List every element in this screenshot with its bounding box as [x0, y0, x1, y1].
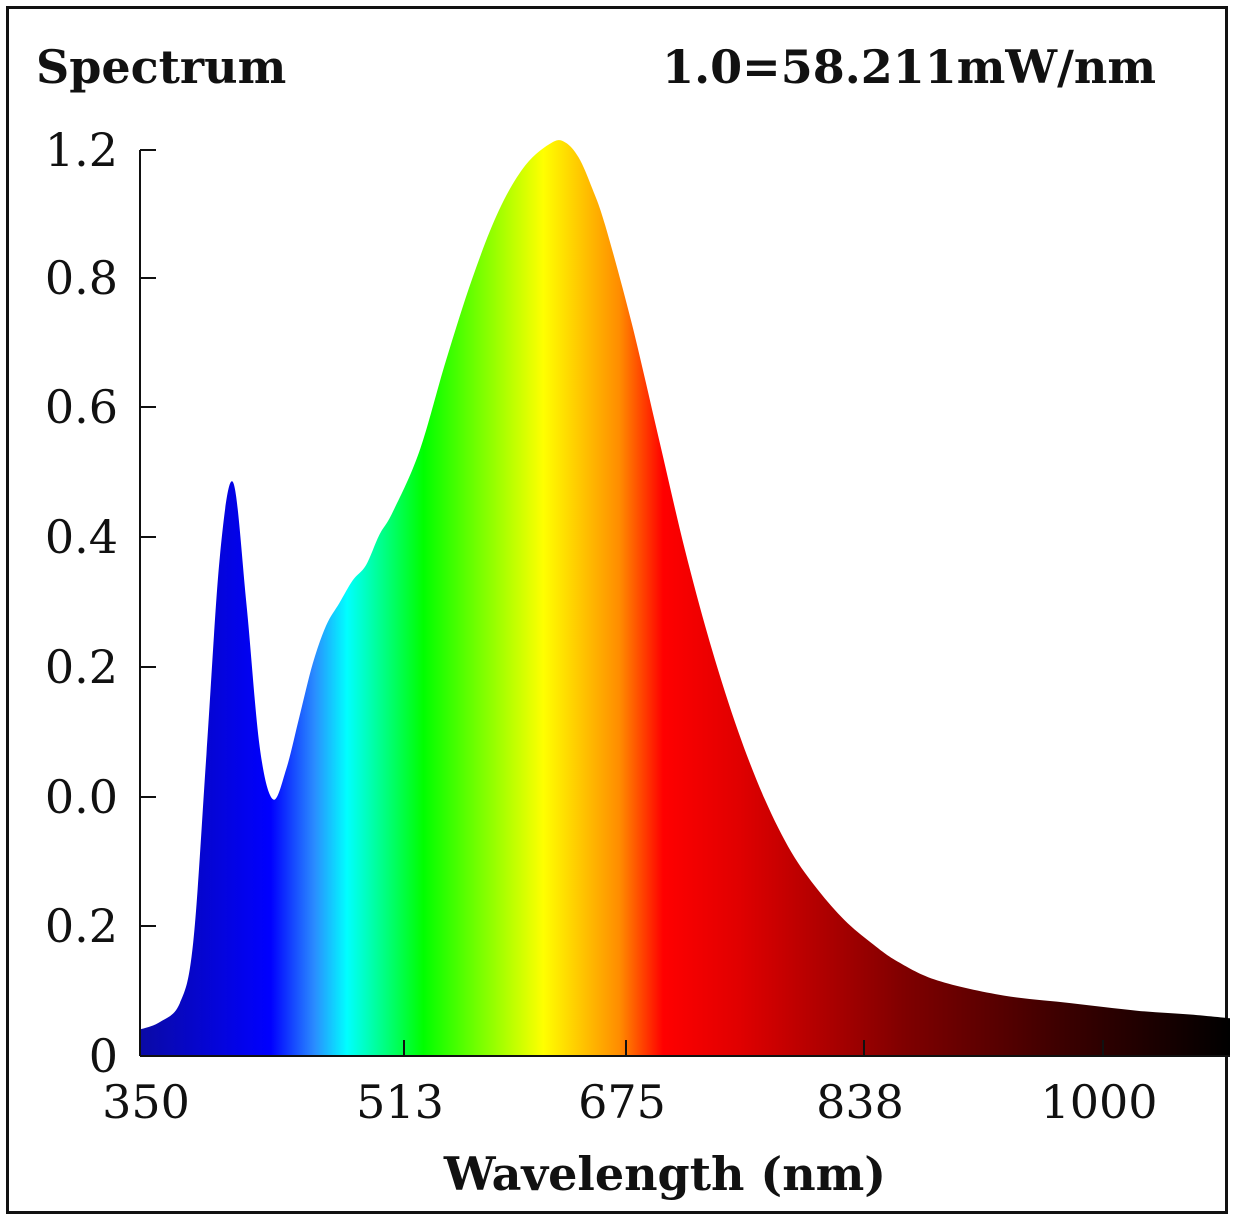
y-tick-label: 0.2 — [45, 899, 118, 953]
y-tick-label: 0.8 — [45, 251, 118, 305]
x-tick-label: 675 — [578, 1075, 666, 1129]
y-ticks: 0 0.2 0.0 0.2 0.4 0.6 0.8 1.2 — [45, 123, 156, 1083]
y-tick-label: 0.0 — [45, 770, 118, 824]
y-tick-label: 0 — [89, 1029, 118, 1083]
x-ticks: 350 513 675 838 1000 — [102, 1040, 1158, 1129]
y-tick-label: 0.6 — [45, 380, 118, 434]
y-tick-label: 0.2 — [45, 640, 118, 694]
y-tick-label: 1.2 — [45, 123, 118, 177]
spectrum-area — [140, 140, 1230, 1056]
chart-title: Spectrum — [36, 40, 287, 94]
y-tick-label: 0.4 — [45, 510, 118, 564]
x-tick-label: 838 — [816, 1075, 904, 1129]
x-axis-label: Wavelength (nm) — [443, 1147, 886, 1201]
x-tick-label: 350 — [102, 1075, 190, 1129]
scale-note: 1.0=58.211mW/nm — [662, 40, 1156, 94]
x-tick-label: 513 — [356, 1075, 444, 1129]
x-tick-label: 1000 — [1040, 1075, 1157, 1129]
